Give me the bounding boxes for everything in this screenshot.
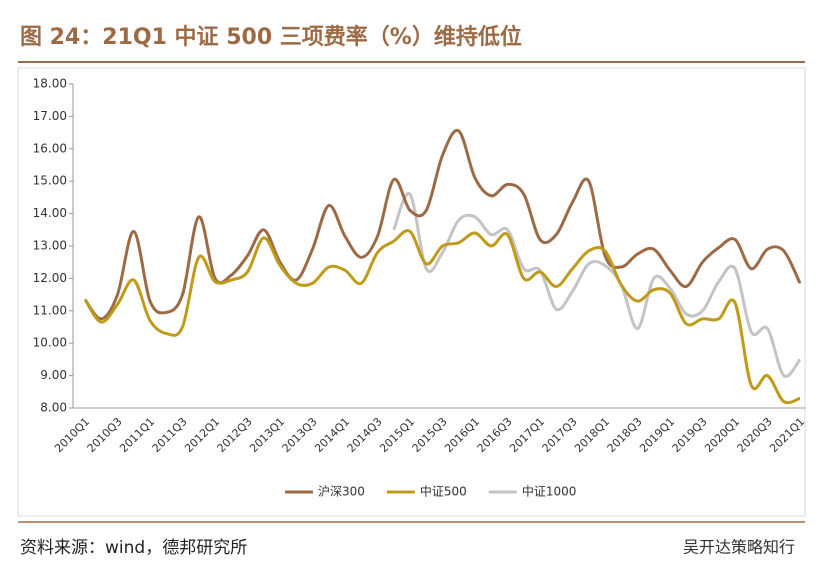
y-tick-label: 14.00 bbox=[33, 206, 67, 220]
legend-label: 沪深300 bbox=[318, 485, 365, 499]
chart-frame bbox=[17, 67, 806, 517]
x-tick-label: 2016Q3 bbox=[475, 415, 515, 455]
x-tick-label: 2020Q1 bbox=[702, 415, 742, 455]
x-tick-label: 2018Q1 bbox=[572, 415, 612, 455]
x-tick-label: 2012Q3 bbox=[215, 415, 255, 455]
y-tick-label: 18.00 bbox=[33, 77, 67, 91]
x-tick-label: 2011Q1 bbox=[117, 415, 157, 455]
y-tick-label: 16.00 bbox=[33, 141, 67, 155]
x-tick-label: 2013Q1 bbox=[247, 415, 287, 455]
y-tick-label: 11.00 bbox=[33, 303, 67, 317]
x-tick-label: 2018Q3 bbox=[605, 415, 645, 455]
y-tick-label: 17.00 bbox=[33, 109, 67, 123]
x-tick-label: 2012Q1 bbox=[182, 415, 222, 455]
y-tick-label: 15.00 bbox=[33, 174, 67, 188]
y-tick-label: 10.00 bbox=[33, 336, 67, 350]
x-tick-label: 2014Q3 bbox=[345, 415, 385, 455]
source: 资料来源：wind，德邦研究所 bbox=[20, 538, 247, 558]
series-line bbox=[392, 192, 802, 378]
y-tick-label: 12.00 bbox=[33, 271, 67, 285]
x-tick-label: 2010Q1 bbox=[52, 415, 92, 455]
legend-label: 中证500 bbox=[420, 484, 467, 499]
x-tick-label: 2016Q1 bbox=[442, 415, 482, 455]
y-tick-label: 13.00 bbox=[33, 239, 67, 253]
x-tick-label: 2015Q1 bbox=[377, 415, 417, 455]
x-tick-label: 2017Q3 bbox=[540, 415, 580, 455]
series-line bbox=[83, 229, 801, 405]
series-line bbox=[83, 128, 802, 321]
x-tick-label: 2011Q3 bbox=[150, 415, 190, 455]
x-tick-label: 2019Q3 bbox=[670, 415, 710, 455]
watermark: 吴开达策略知行 bbox=[683, 538, 795, 557]
x-tick-label: 2019Q1 bbox=[637, 415, 677, 455]
y-tick-label: 8.00 bbox=[40, 401, 67, 415]
x-tick-label: 2014Q1 bbox=[312, 415, 352, 455]
legend-label: 中证1000 bbox=[522, 484, 577, 499]
x-tick-label: 2021Q1 bbox=[767, 415, 807, 455]
x-tick-label: 2017Q1 bbox=[507, 415, 547, 455]
x-tick-label: 2020Q3 bbox=[735, 415, 775, 455]
x-tick-label: 2013Q3 bbox=[280, 415, 320, 455]
chart-title: 图 24：21Q1 中证 500 三项费率（%）维持低位 bbox=[20, 24, 522, 50]
x-tick-label: 2015Q3 bbox=[410, 415, 450, 455]
y-tick-label: 9.00 bbox=[40, 368, 67, 382]
x-tick-label: 2010Q3 bbox=[85, 415, 125, 455]
